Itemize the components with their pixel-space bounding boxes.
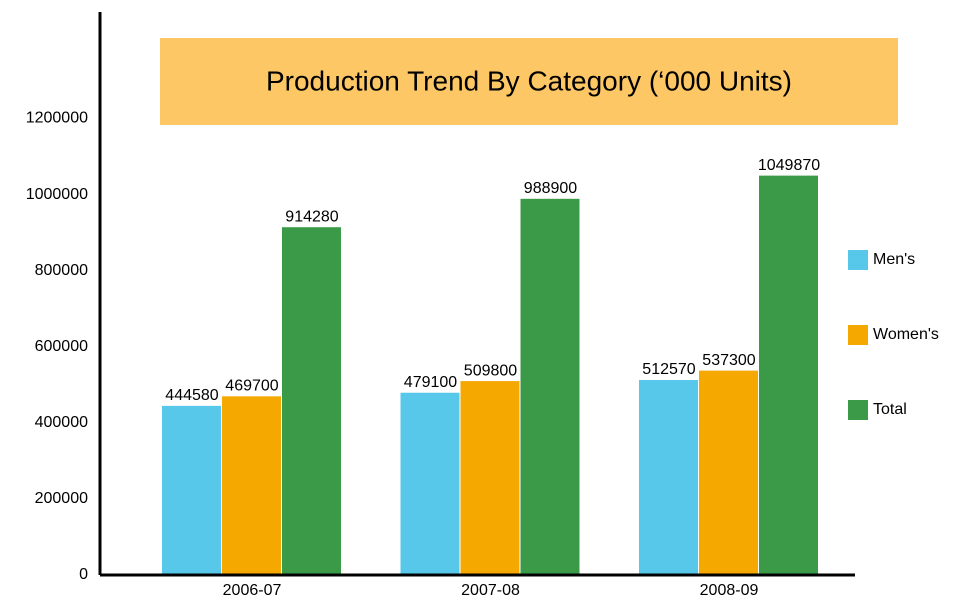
value-label: 469700: [225, 378, 278, 395]
bar: [639, 380, 698, 575]
x-tick-label: 2006-07: [223, 582, 282, 599]
value-label: 988900: [524, 180, 577, 197]
legend-label: Total: [873, 401, 907, 418]
y-tick-label: 1000000: [26, 186, 88, 203]
value-label: 444580: [165, 387, 218, 404]
bar: [520, 198, 580, 576]
y-tick-label: 400000: [35, 414, 88, 431]
value-label: 479100: [404, 374, 457, 391]
chart-title: Production Trend By Category (‘000 Units…: [266, 65, 792, 96]
legend-swatch: [848, 325, 868, 345]
y-tick-label: 200000: [35, 490, 88, 507]
bar: [282, 227, 341, 575]
bar: [400, 392, 460, 575]
y-tick-label: 600000: [35, 338, 88, 355]
bar: [460, 381, 520, 575]
y-tick-label: 800000: [35, 262, 88, 279]
value-label: 1049870: [758, 157, 820, 174]
x-tick-label: 2007-08: [461, 582, 520, 599]
bar: [699, 370, 758, 575]
value-label: 914280: [285, 208, 338, 225]
title-box: [160, 38, 898, 125]
x-tick-label: 2008-09: [700, 582, 759, 599]
bar: [162, 405, 221, 575]
value-label: 537300: [702, 352, 755, 369]
legend-swatch: [848, 400, 868, 420]
y-tick-label: 1200000: [26, 110, 88, 127]
bar: [759, 175, 818, 575]
legend-label: Women's: [873, 326, 939, 343]
bar: [222, 396, 281, 575]
legend-label: Men's: [873, 251, 915, 268]
legend-swatch: [848, 250, 868, 270]
value-label: 512570: [642, 361, 695, 378]
value-label: 509800: [464, 362, 517, 379]
y-tick-label: 0: [79, 566, 88, 583]
